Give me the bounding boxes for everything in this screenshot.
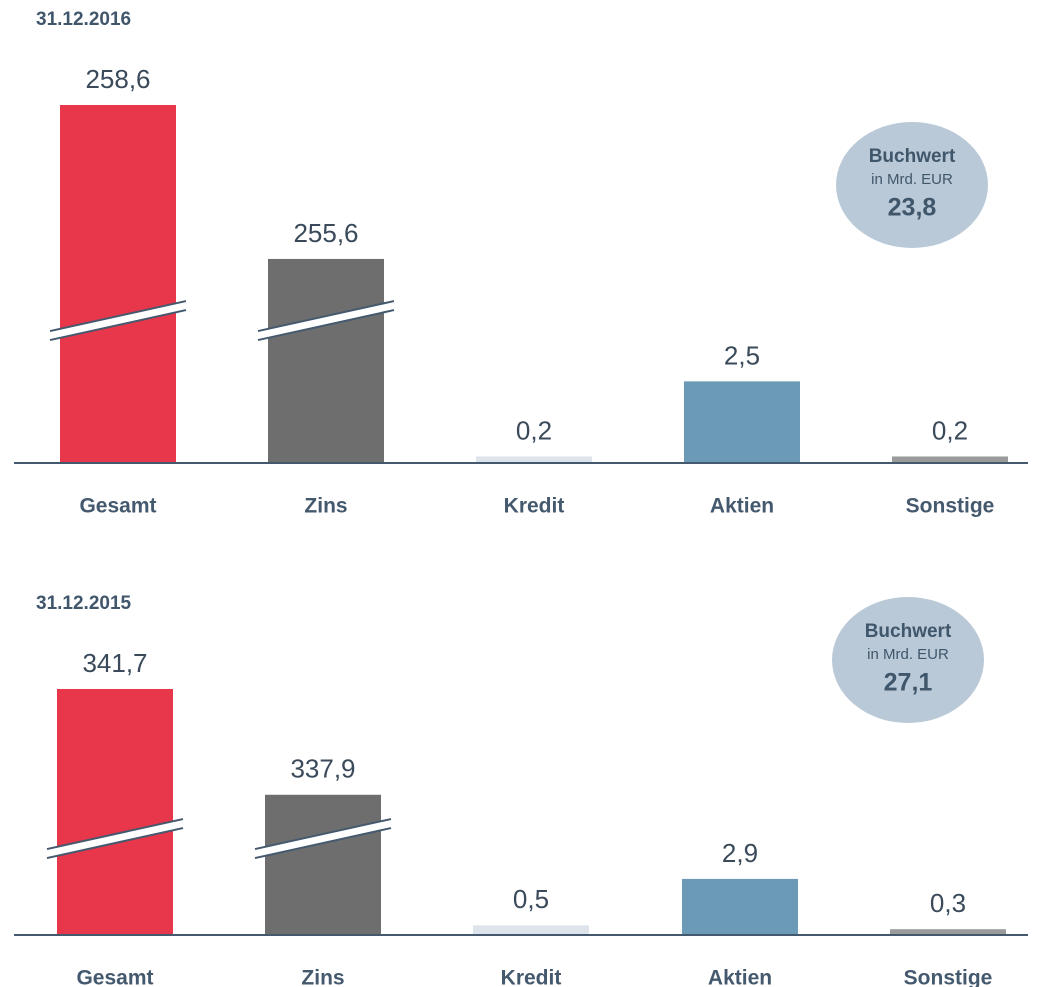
annotation-subtitle: in Mrd. EUR [867, 646, 949, 663]
annotation-bubble [836, 122, 988, 248]
axis-break-line [257, 300, 395, 333]
axis-break-line [254, 818, 392, 851]
annotation-subtitle: in Mrd. EUR [871, 171, 953, 188]
bar [476, 456, 592, 463]
bar [892, 456, 1008, 463]
chart-title: 31.12.2016 [36, 9, 131, 30]
value-label: 2,9 [722, 838, 758, 868]
bar [682, 878, 798, 935]
x-tick-label: Zins [301, 967, 344, 987]
value-label: 337,9 [290, 754, 355, 784]
axis-break [47, 819, 183, 859]
value-label: 341,7 [82, 648, 147, 678]
axis-break-line [46, 827, 184, 860]
annotation-value: 27,1 [884, 669, 933, 697]
axis-break-line [254, 827, 392, 860]
x-tick-label: Kredit [501, 967, 562, 987]
axis-break [258, 301, 394, 341]
value-label: 255,6 [293, 218, 358, 248]
annotation-bubble [832, 597, 984, 723]
x-tick-label: Aktien [710, 495, 774, 518]
value-label: 0,5 [513, 884, 549, 914]
value-label: 0,2 [516, 415, 552, 445]
axis-break-line [46, 818, 184, 851]
annotation-title: Buchwert [865, 621, 952, 642]
axis-break-line [49, 300, 187, 333]
annotation-value: 23,8 [888, 194, 937, 222]
value-label: 2,5 [724, 340, 760, 370]
bar [265, 794, 381, 935]
x-tick-label: Gesamt [76, 967, 153, 987]
value-label: 0,3 [930, 888, 966, 918]
chart-title: 31.12.2015 [36, 593, 132, 614]
bar [60, 105, 176, 463]
x-tick-label: Kredit [504, 495, 565, 518]
axis-break-line [49, 309, 187, 342]
x-tick-label: Aktien [708, 967, 772, 987]
x-tick-label: Sonstige [904, 967, 993, 987]
axis-break [50, 301, 186, 341]
axis-break [255, 819, 391, 859]
x-tick-label: Gesamt [79, 495, 156, 518]
annotation-title: Buchwert [869, 146, 956, 167]
axis-break-line [257, 309, 395, 342]
x-tick-label: Zins [304, 495, 347, 518]
x-tick-label: Sonstige [906, 495, 995, 518]
bar [890, 929, 1006, 935]
bar [268, 258, 384, 463]
value-label: 258,6 [85, 64, 150, 94]
bar [57, 689, 173, 935]
bar [473, 925, 589, 935]
value-label: 0,2 [932, 415, 968, 445]
bar [684, 381, 800, 463]
